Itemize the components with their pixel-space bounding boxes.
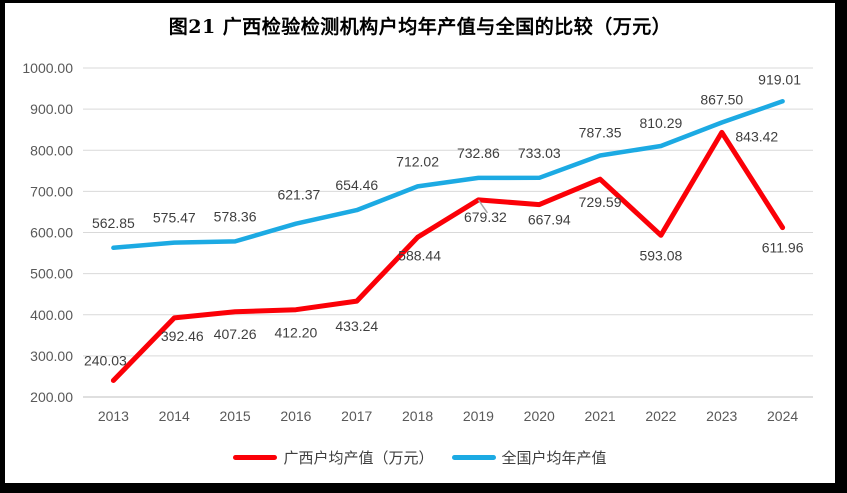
- x-tick-label: 2019: [463, 408, 494, 424]
- y-tick-label: 600.00: [30, 225, 73, 241]
- x-tick-label: 2015: [220, 408, 251, 424]
- data-label-national: 919.01: [758, 71, 801, 87]
- y-tick-label: 300.00: [30, 348, 73, 364]
- data-label-guangxi: 679.32: [464, 209, 507, 225]
- data-label-national: 562.85: [92, 215, 135, 231]
- x-tick-label: 2020: [524, 408, 555, 424]
- y-tick-label: 200.00: [30, 389, 73, 405]
- y-tick-label: 1000.00: [22, 60, 73, 76]
- legend-swatch-guangxi-line: [233, 455, 278, 460]
- x-tick-label: 2014: [159, 408, 190, 424]
- data-label-national: 654.46: [335, 177, 378, 193]
- x-tick-label: 2017: [341, 408, 372, 424]
- legend-item-guangxi: 广西户均产值（万元）: [233, 447, 434, 468]
- data-label-national: 575.47: [153, 210, 196, 226]
- data-label-national: 732.86: [457, 145, 500, 161]
- chart-title: 图21 广西检验检测机构户均年产值与全国的比较（万元）: [168, 16, 672, 38]
- guangxi-line: [110, 129, 786, 383]
- data-label-guangxi: 412.20: [274, 325, 317, 341]
- line-chart-plot-area: 200.00 300.00 400.00 500.00 600.00 700.00 800.…: [22, 60, 813, 424]
- x-tick-label: 2018: [402, 408, 433, 424]
- y-tick-label: 400.00: [30, 307, 73, 323]
- y-tick-label: 900.00: [30, 101, 73, 117]
- legend-item-national: 全国户均年产值: [451, 447, 607, 468]
- data-label-national: 621.37: [277, 187, 320, 203]
- data-label-guangxi: 729.59: [579, 194, 622, 210]
- legend-swatch-national-line: [451, 455, 496, 460]
- x-tick-label: 2022: [645, 408, 676, 424]
- x-tick-label: 2024: [767, 408, 798, 424]
- data-label-guangxi: 407.26: [214, 326, 257, 342]
- data-label-guangxi: 593.08: [639, 247, 682, 263]
- y-tick-label: 700.00: [30, 183, 73, 199]
- data-label-national: 578.36: [214, 208, 257, 224]
- x-tick-label: 2016: [280, 408, 311, 424]
- data-label-guangxi: 667.94: [528, 212, 571, 228]
- x-tick-label: 2013: [98, 408, 129, 424]
- x-tick-label: 2021: [585, 408, 616, 424]
- data-label-guangxi: 240.03: [84, 353, 127, 369]
- legend-label-guangxi: 广西户均产值（万元）: [283, 450, 434, 467]
- data-label-guangxi: 611.96: [762, 240, 804, 256]
- data-label-national: 787.35: [579, 125, 622, 141]
- data-label-national: 733.03: [518, 145, 561, 161]
- legend: 广西户均产值（万元） 全国户均年产值: [5, 447, 835, 468]
- data-label-guangxi: 433.24: [335, 318, 378, 334]
- data-label-guangxi: 392.46: [161, 328, 204, 344]
- y-tick-label: 800.00: [30, 142, 73, 158]
- data-label-guangxi: 588.44: [398, 247, 441, 263]
- data-label-guangxi: 843.42: [735, 128, 778, 144]
- y-tick-label: 500.00: [30, 266, 73, 282]
- x-tick-label: 2023: [706, 408, 737, 424]
- leader-line: [477, 199, 489, 214]
- data-label-national: 867.50: [700, 92, 743, 108]
- data-label-national: 712.02: [396, 153, 439, 169]
- data-label-national: 810.29: [639, 115, 682, 131]
- national-line: [111, 99, 785, 251]
- legend-label-national: 全国户均年产值: [501, 450, 607, 467]
